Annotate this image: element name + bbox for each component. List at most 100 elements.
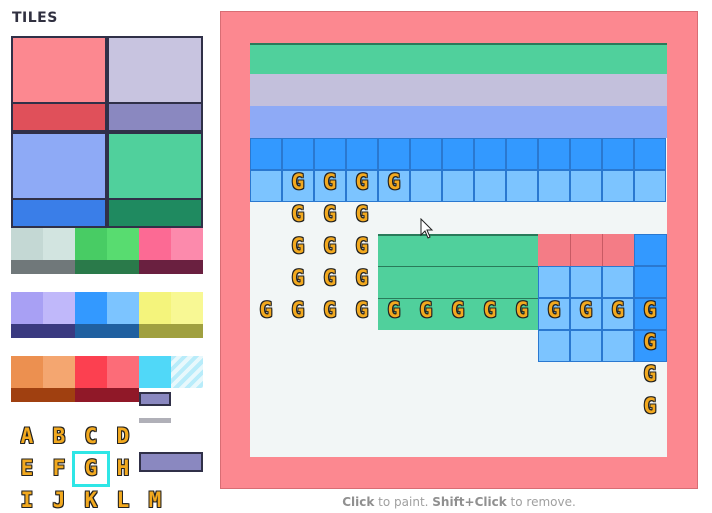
row-green-band [250, 43, 667, 74]
mouse-cursor-icon [420, 218, 434, 239]
blue-grid-cell [410, 170, 442, 202]
light-blue-cell [602, 266, 634, 298]
light-blue-cell [570, 298, 602, 330]
blue-grid-cell [570, 138, 602, 170]
blue-grid-cell [378, 138, 410, 170]
g-tile: G [323, 266, 337, 290]
g-tile: G [643, 298, 657, 322]
g-tile: G [355, 266, 369, 290]
tile-platform-small[interactable] [139, 392, 171, 406]
letter-tile-i[interactable]: I [20, 488, 34, 512]
light-blue-cell [602, 298, 634, 330]
palette-title: TILES [12, 10, 58, 26]
light-blue-cell [570, 266, 602, 298]
g-tile: G [259, 298, 273, 322]
blue-grid-cell [602, 170, 634, 202]
g-tile: G [355, 202, 369, 226]
light-blue-cell [634, 266, 667, 298]
g-tile: G [643, 330, 657, 354]
tile-platform-wide[interactable] [139, 452, 203, 472]
g-tile: G [355, 234, 369, 258]
g-tile: G [291, 202, 305, 226]
letter-tile-b[interactable]: B [52, 424, 66, 448]
blue-grid-cell [474, 138, 506, 170]
letter-tile-e[interactable]: E [20, 456, 34, 480]
g-tile: G [579, 298, 593, 322]
g-tile: G [355, 298, 369, 322]
blue-grid-cell [346, 138, 378, 170]
blue-grid-cell [474, 170, 506, 202]
letter-tile-h[interactable]: H [116, 456, 130, 480]
tile-small-row-2[interactable] [11, 292, 203, 338]
g-tile: G [611, 298, 625, 322]
g-tile: G [419, 298, 433, 322]
blue-grid-cell [506, 170, 538, 202]
blue-grid-cell [250, 138, 282, 170]
tile-small-row-1[interactable] [11, 228, 203, 274]
letter-tile-a[interactable]: A [20, 424, 34, 448]
letter-tile-m[interactable]: M [148, 488, 162, 512]
blue-grid-cell [410, 138, 442, 170]
blue-grid-cell [506, 138, 538, 170]
g-tile: G [387, 298, 401, 322]
blue-grid-cell [250, 170, 282, 202]
g-tile: G [643, 394, 657, 418]
tile-green-dots[interactable] [107, 132, 203, 228]
light-blue-cell [602, 330, 634, 362]
light-blue-cell [538, 330, 570, 362]
g-tile: G [291, 234, 305, 258]
g-tile: G [515, 298, 529, 322]
blue-grid-cell [442, 138, 474, 170]
green-platform [378, 234, 538, 330]
g-tile: G [643, 362, 657, 386]
tile-pink-brick[interactable] [11, 36, 107, 132]
blue-grid-cell [538, 170, 570, 202]
g-tile: G [355, 170, 369, 194]
letter-tile-c[interactable]: C [84, 424, 98, 448]
row-periwinkle-band [250, 106, 667, 138]
g-tile: G [451, 298, 465, 322]
g-tile: G [291, 298, 305, 322]
blue-grid-cell [282, 138, 314, 170]
blue-grid-cell [282, 170, 314, 202]
g-tile: G [323, 170, 337, 194]
g-tile: G [387, 170, 401, 194]
blue-grid-cell [314, 138, 346, 170]
g-tile: G [291, 170, 305, 194]
letter-tile-l[interactable]: L [116, 488, 130, 512]
g-tile: G [483, 298, 497, 322]
light-blue-cell [538, 266, 570, 298]
blue-grid-cell [634, 170, 666, 202]
blue-grid-cell [314, 170, 346, 202]
blue-grid-cell [634, 138, 666, 170]
g-tile: G [291, 266, 305, 290]
blue-grid-cell [346, 170, 378, 202]
g-tile: G [323, 202, 337, 226]
letter-tile-g[interactable]: G [84, 456, 98, 480]
g-tile: G [323, 298, 337, 322]
tile-platform-line[interactable] [139, 418, 171, 423]
blue-grid-cell [378, 170, 410, 202]
letter-tile-j[interactable]: J [52, 488, 66, 512]
selected-tile-outline [72, 451, 110, 487]
light-blue-cell [634, 298, 667, 330]
light-blue-cell [634, 234, 667, 266]
blue-grid-cell [538, 138, 570, 170]
tile-blue-dots[interactable] [11, 132, 107, 228]
blue-grid-cell [602, 138, 634, 170]
light-blue-cell [570, 330, 602, 362]
g-tile: G [323, 234, 337, 258]
canvas-hint: Click to paint. Shift+Click to remove. [342, 495, 576, 509]
letter-tile-f[interactable]: F [52, 456, 66, 480]
pink-block [538, 234, 634, 266]
light-blue-cell [634, 330, 667, 362]
blue-grid-cell [442, 170, 474, 202]
g-tile: G [547, 298, 561, 322]
letter-tile-d[interactable]: D [116, 424, 130, 448]
tile-small-row-3[interactable] [11, 356, 203, 402]
blue-grid-cell [570, 170, 602, 202]
letter-tile-k[interactable]: K [84, 488, 98, 512]
light-blue-cell [538, 298, 570, 330]
tile-lavender-brick[interactable] [107, 36, 203, 132]
